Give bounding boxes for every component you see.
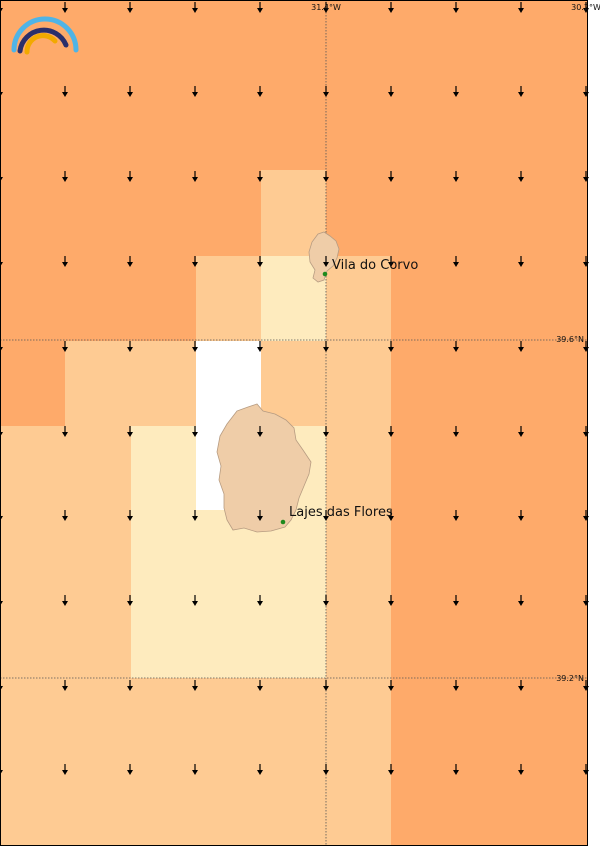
down-arrow-icon (388, 510, 394, 521)
down-arrow-icon (453, 680, 459, 691)
down-arrow-icon (257, 595, 263, 606)
down-arrow-icon (453, 2, 459, 13)
down-arrow-icon (127, 171, 133, 182)
down-arrow-icon (323, 426, 329, 437)
down-arrow-icon (192, 426, 198, 437)
down-arrow-icon (257, 171, 263, 182)
down-arrow-icon (192, 510, 198, 521)
down-arrow-icon (257, 680, 263, 691)
down-arrow-icon (192, 680, 198, 691)
down-arrow-icon (62, 680, 68, 691)
down-arrow-icon (388, 86, 394, 97)
down-arrow-icon (453, 86, 459, 97)
down-arrow-icon (518, 510, 524, 521)
down-arrow-icon (257, 510, 263, 521)
down-arrow-icon (257, 256, 263, 267)
down-arrow-icon (388, 341, 394, 352)
down-arrow-icon (388, 171, 394, 182)
down-arrow-icon (323, 171, 329, 182)
down-arrow-icon (323, 680, 329, 691)
down-arrow-icon (323, 341, 329, 352)
flores-island (216, 403, 312, 533)
down-arrow-icon (192, 171, 198, 182)
down-arrow-icon (518, 680, 524, 691)
down-arrow-icon (388, 680, 394, 691)
down-arrow-icon (127, 2, 133, 13)
down-arrow-icon (323, 764, 329, 775)
down-arrow-icon (257, 86, 263, 97)
down-arrow-icon (388, 764, 394, 775)
lajes-das-flores-marker[interactable] (280, 519, 286, 525)
down-arrow-icon (518, 86, 524, 97)
down-arrow-icon (518, 256, 524, 267)
place-label-vila-do-corvo: Vila do Corvo (332, 258, 418, 273)
down-arrow-icon (62, 86, 68, 97)
down-arrow-icon (388, 256, 394, 267)
lon-label-30-2w: 30.2°W (571, 3, 600, 12)
down-arrow-icon (453, 595, 459, 606)
down-arrow-icon (62, 256, 68, 267)
down-arrow-icon (518, 764, 524, 775)
vila-do-corvo-marker[interactable] (322, 271, 328, 277)
down-arrow-icon (192, 256, 198, 267)
down-arrow-icon (62, 510, 68, 521)
down-arrow-icon (257, 341, 263, 352)
down-arrow-icon (518, 426, 524, 437)
down-arrow-icon (453, 256, 459, 267)
down-arrow-icon (192, 2, 198, 13)
down-arrow-icon (388, 2, 394, 13)
down-arrow-icon (518, 341, 524, 352)
down-arrow-icon (62, 2, 68, 13)
down-arrow-icon (127, 510, 133, 521)
down-arrow-icon (518, 2, 524, 13)
lat-label-39-6n: 39.6°N (556, 335, 584, 344)
down-arrow-icon (127, 680, 133, 691)
down-arrow-icon (453, 764, 459, 775)
down-arrow-icon (453, 171, 459, 182)
lat-label-39-2n: 39.2°N (556, 674, 584, 683)
down-arrow-icon (453, 426, 459, 437)
down-arrow-icon (62, 595, 68, 606)
down-arrow-icon (388, 595, 394, 606)
down-arrow-icon (453, 510, 459, 521)
right-margin (588, 0, 600, 846)
down-arrow-icon (323, 2, 329, 13)
down-arrow-icon (323, 510, 329, 521)
down-arrow-icon (62, 171, 68, 182)
down-arrow-icon (192, 595, 198, 606)
down-arrow-icon (62, 341, 68, 352)
down-arrow-icon (62, 426, 68, 437)
down-arrow-icon (323, 256, 329, 267)
down-arrow-icon (192, 341, 198, 352)
place-label-lajes-das-flores: Lajes das Flores (289, 505, 393, 520)
down-arrow-icon (323, 595, 329, 606)
down-arrow-icon (62, 764, 68, 775)
down-arrow-icon (453, 341, 459, 352)
down-arrow-icon (127, 86, 133, 97)
down-arrow-icon (518, 595, 524, 606)
down-arrow-icon (127, 595, 133, 606)
down-arrow-icon (388, 426, 394, 437)
lon-label-31-4w: 31.4°W (311, 3, 341, 12)
rainbow-logo-icon[interactable] (11, 16, 79, 55)
down-arrow-icon (323, 86, 329, 97)
down-arrow-icon (257, 2, 263, 13)
down-arrow-icon (257, 426, 263, 437)
down-arrow-icon (127, 426, 133, 437)
down-arrow-icon (192, 764, 198, 775)
down-arrow-icon (192, 86, 198, 97)
down-arrow-icon (127, 764, 133, 775)
down-arrow-icon (518, 171, 524, 182)
down-arrow-icon (127, 341, 133, 352)
down-arrow-icon (257, 764, 263, 775)
down-arrow-icon (127, 256, 133, 267)
